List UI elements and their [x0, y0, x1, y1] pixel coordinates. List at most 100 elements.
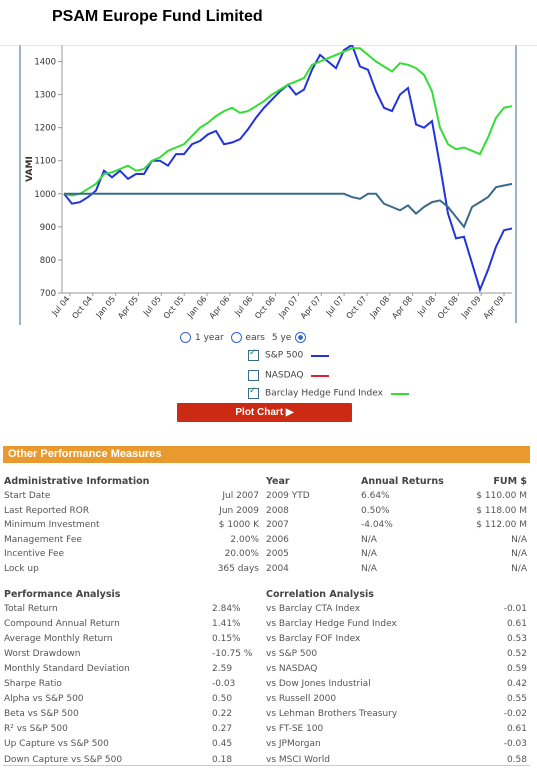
correlation-value: 0.53 — [506, 634, 527, 645]
plot-chart-button[interactable]: Plot Chart ▶ — [177, 403, 352, 422]
x-tick-label: Apr 08 — [390, 295, 414, 321]
x-tick-label: Jul 07 — [324, 295, 346, 319]
annual-return: 6.64% — [361, 491, 390, 501]
y-tick-label: 700 — [40, 289, 56, 299]
period-radio-5-years[interactable] — [295, 332, 307, 343]
analysis-value: 1.41% — [212, 619, 241, 630]
admin-value: Jul 2007 — [222, 491, 259, 501]
y-tick-label: 800 — [40, 256, 56, 266]
analysis-label: Down Capture vs S&P 500 — [4, 754, 123, 765]
period-label-3-years: ears — [245, 332, 265, 343]
admin-value: 365 days — [217, 563, 259, 574]
annual-year: 2004 — [266, 563, 289, 574]
x-tick-label: Apr 05 — [116, 295, 140, 321]
analysis-value: 0.27 — [212, 724, 233, 735]
y-tick-label: 900 — [40, 223, 56, 233]
returns-header: Annual Returns — [361, 476, 444, 487]
period-radio-3-years[interactable] — [230, 332, 242, 343]
bottom-divider — [3, 765, 530, 766]
analysis-label: Total Return — [4, 604, 58, 614]
correlation-label: vs Barclay Hedge Fund Index — [266, 619, 397, 630]
nasdaq-swatch — [311, 374, 330, 377]
y-tick-label: 1000 — [34, 190, 56, 200]
sp500-label: S&P 500 — [265, 350, 304, 361]
x-tick-label: Apr 06 — [207, 295, 231, 321]
period-label-5-years: 5 ye — [271, 332, 292, 343]
correlation-label: vs Dow Jones Industrial — [266, 679, 371, 690]
sp500-swatch — [311, 354, 330, 357]
year-header: Year — [266, 476, 290, 487]
admin-label: Management Fee — [4, 534, 82, 545]
period-radio-1-year[interactable] — [180, 332, 191, 343]
correlation-analysis-title: Correlation Analysis — [266, 589, 374, 600]
correlation-value: -0.02 — [503, 709, 527, 720]
annual-year: 2007 — [266, 520, 289, 530]
x-tick-label: Jan 09 — [459, 295, 483, 321]
analysis-value: 0.15% — [212, 634, 241, 645]
vami-chart: 700 800 900 1000 1100 1200 1300 1400 VAMI Jul 04 O… — [0, 45, 537, 325]
series-line-barclay-hedge-fund-index — [63, 47, 513, 197]
correlation-value: 0.58 — [506, 754, 527, 765]
fum-header: FUM $ — [493, 476, 527, 487]
admin-value: Jun 2009 — [219, 505, 259, 516]
annual-fum: $ 110.00 M — [476, 491, 527, 501]
x-tick-label: Jan 05 — [94, 295, 118, 321]
analysis-value: -10.75 % — [212, 649, 253, 660]
correlation-label: vs Barclay FOF Index — [266, 634, 361, 645]
x-tick-label: Apr 07 — [299, 295, 323, 321]
annual-year: 2006 — [266, 534, 289, 545]
admin-value: 20.00% — [224, 549, 259, 559]
y-axis-label: VAMI — [25, 156, 35, 182]
correlation-value: 0.61 — [506, 724, 527, 735]
admin-title: Administrative Information — [4, 476, 150, 487]
annual-fum: $ 118.00 M — [476, 505, 527, 516]
analysis-label: Worst Drawdown — [4, 649, 81, 660]
annual-fum: N/A — [511, 563, 527, 574]
legend-sp500[interactable]: S&P 500 — [248, 348, 330, 361]
x-tick-label: Oct 05 — [162, 295, 186, 321]
correlation-value: 0.42 — [506, 679, 527, 690]
performance-analysis-title: Performance Analysis — [4, 589, 121, 600]
analysis-value: 2.59 — [212, 664, 233, 675]
x-tick-label: Apr 09 — [482, 295, 506, 321]
correlation-label: vs MSCI World — [266, 754, 330, 765]
admin-label: Lock up — [4, 563, 39, 574]
barclay-checkbox[interactable] — [248, 386, 259, 399]
correlation-label: vs FT-SE 100 — [266, 724, 324, 735]
period-label-1-year: 1 year — [195, 332, 224, 343]
annual-year: 2009 YTD — [266, 491, 310, 501]
annual-fum: N/A — [511, 549, 527, 559]
analysis-value: 0.45 — [212, 739, 233, 750]
analysis-value: 0.22 — [212, 709, 233, 720]
analysis-label: Monthly Standard Deviation — [4, 664, 130, 675]
y-tick-label: 1300 — [34, 91, 56, 101]
annual-year: 2008 — [266, 505, 289, 516]
chart-controls: 1 year ears 5 ye S&P 500 NASDAQ Barclay … — [0, 330, 537, 430]
period-selector: 1 year ears 5 ye — [180, 332, 310, 343]
analysis-value: 0.50 — [212, 694, 233, 705]
legend-barclay[interactable]: Barclay Hedge Fund Index — [248, 386, 409, 399]
admin-label: Incentive Fee — [4, 549, 65, 559]
correlation-value: 0.59 — [506, 664, 527, 675]
x-tick-label: Jan 06 — [185, 295, 209, 321]
annual-return: -4.04% — [361, 520, 393, 530]
analysis-label: Beta vs S&P 500 — [4, 709, 79, 720]
x-tick-label: Jan 07 — [276, 295, 300, 321]
x-tick-label: Oct 04 — [70, 295, 94, 321]
annual-return: N/A — [361, 534, 377, 545]
admin-label: Start Date — [4, 491, 51, 501]
annual-return: N/A — [361, 563, 377, 574]
correlation-label: vs Lehman Brothers Treasury — [266, 709, 398, 720]
x-tick-label: Jul 05 — [141, 295, 163, 319]
page-title: PSAM Europe Fund Limited — [52, 8, 263, 25]
legend-nasdaq[interactable]: NASDAQ — [248, 370, 330, 381]
admin-value: $ 1000 K — [218, 520, 259, 530]
y-tick-label: 1100 — [34, 157, 56, 167]
sp500-checkbox[interactable] — [248, 348, 259, 361]
correlation-value: 0.61 — [506, 619, 527, 630]
nasdaq-checkbox[interactable] — [248, 370, 259, 381]
barclay-label: Barclay Hedge Fund Index — [265, 388, 383, 399]
admin-value: 2.00% — [230, 534, 259, 545]
annual-year: 2005 — [266, 549, 289, 559]
